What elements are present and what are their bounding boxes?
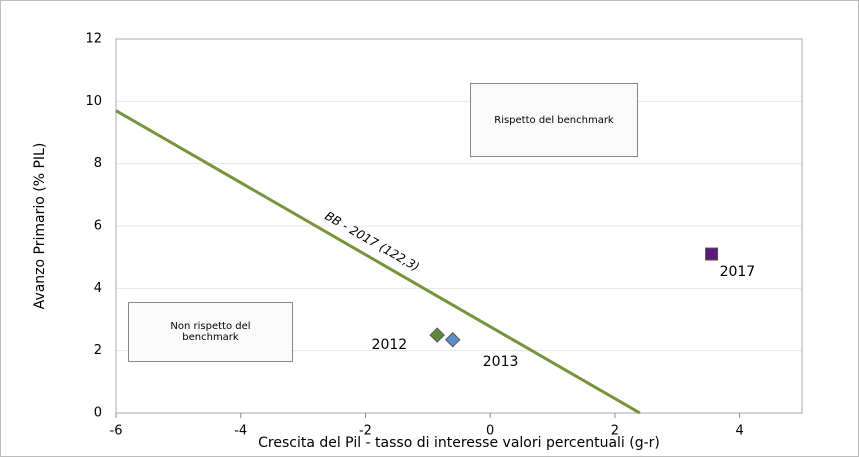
y-tick-label: 0 (94, 406, 102, 421)
x-tick-label: -6 (110, 424, 123, 439)
y-tick-label: 10 (85, 94, 102, 109)
x-tick-label: -2 (359, 424, 372, 439)
plot-border (115, 38, 803, 414)
x-axis-title: Crescita del Pil - tasso di interesse va… (258, 435, 660, 451)
point-label: 2012 (372, 337, 408, 353)
point (429, 327, 445, 343)
x-tick-label: 2 (611, 424, 619, 439)
x-tick-label: 0 (486, 424, 494, 439)
line (115, 109, 641, 415)
point-label: 2013 (483, 354, 519, 370)
y-axis-title: Avanzo Primario (% PIL) (32, 143, 48, 310)
annotation-box: Non rispetto del benchmark (128, 302, 293, 362)
annotation-box: Rispetto del benchmark (470, 83, 638, 157)
y-tick-label: 4 (94, 281, 102, 296)
y-tick-label: 8 (94, 156, 102, 171)
x-tick-label: -4 (234, 424, 247, 439)
y-tick-label: 12 (85, 32, 102, 47)
point-label: 2017 (720, 264, 756, 280)
point (445, 332, 461, 348)
y-tick-label: 2 (94, 343, 102, 358)
y-tick-label: 6 (94, 219, 102, 234)
x-tick-label: 4 (735, 424, 743, 439)
point (705, 247, 719, 261)
